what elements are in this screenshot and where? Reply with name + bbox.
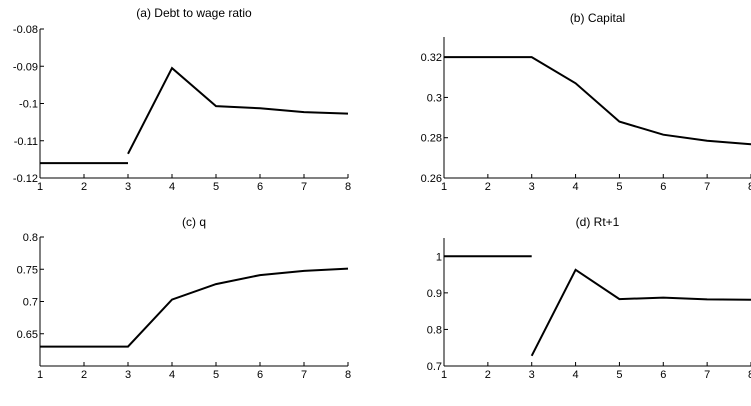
x-tick-label: 4 xyxy=(573,369,579,381)
x-tick-label: 2 xyxy=(81,181,87,193)
x-tick-label: 7 xyxy=(301,181,307,193)
x-tick-label: 1 xyxy=(441,181,447,193)
x-tick-label: 5 xyxy=(616,369,622,381)
series-line-segment-1 xyxy=(530,268,751,357)
panel-title: (a) Debt to wage ratio xyxy=(136,6,252,20)
panel-title: (c) q xyxy=(182,215,206,229)
x-tick-label: 7 xyxy=(704,369,710,381)
y-tick-label: 0.7 xyxy=(23,297,38,309)
panel-capital: (b) Capital 1 2 3 4 5 6 7 8 0.26 0.28 0.3 0.32 xyxy=(421,11,751,193)
x-tick-label: 3 xyxy=(529,369,535,381)
x-tick-label: 8 xyxy=(345,369,351,381)
y-tick-label: 0.8 xyxy=(427,324,442,336)
x-tick-label: 8 xyxy=(748,369,751,381)
y-tick-label: 0.7 xyxy=(427,361,442,373)
y-tick-label: 0.32 xyxy=(421,52,442,64)
panel-title: (b) Capital xyxy=(570,11,625,25)
panel-debt-to-wage-ratio: (a) Debt to wage ratio 1 2 3 4 5 6 7 8 -0.12 -0.11… xyxy=(13,6,351,193)
series-line-segment-0 xyxy=(40,267,349,348)
x-tick-label: 1 xyxy=(37,369,43,381)
x-tick-label: 8 xyxy=(345,181,351,193)
x-tick-label: 2 xyxy=(485,369,491,381)
x-tick-label: 6 xyxy=(257,181,263,193)
x-tick-label: 6 xyxy=(257,369,263,381)
y-tick-label: 1 xyxy=(436,251,442,263)
x-tick-label: 8 xyxy=(748,181,751,193)
x-tick-label: 4 xyxy=(169,181,175,193)
series-line-segment-0 xyxy=(444,56,751,146)
x-tick-label: 6 xyxy=(660,181,666,193)
y-tick-label: 0.75 xyxy=(17,264,38,276)
panel-title: (d) Rt+1 xyxy=(576,215,620,229)
x-tick-label: 2 xyxy=(485,181,491,193)
x-tick-label: 6 xyxy=(660,369,666,381)
x-tick-label: 3 xyxy=(125,181,131,193)
x-tick-label: 5 xyxy=(213,369,219,381)
y-tick-label: 0.3 xyxy=(427,92,442,104)
y-tick-label: -0.11 xyxy=(14,136,38,148)
y-tick-label: 0.28 xyxy=(421,133,442,145)
y-tick-label: 0.9 xyxy=(427,288,442,300)
x-tick-label: 7 xyxy=(301,369,307,381)
panel-q: (c) q 1 2 3 4 5 6 7 8 0.65 0.7 0.75 0.8 xyxy=(17,215,351,381)
y-tick-label: 0.8 xyxy=(23,232,38,244)
y-tick-label: -0.09 xyxy=(13,61,38,73)
x-tick-label: 3 xyxy=(125,369,131,381)
y-tick-label: -0.08 xyxy=(13,24,38,36)
x-tick-label: 1 xyxy=(37,181,43,193)
x-tick-label: 5 xyxy=(213,181,219,193)
x-tick-label: 4 xyxy=(169,369,175,381)
series-line-segment-1 xyxy=(127,66,349,155)
x-tick-label: 5 xyxy=(616,181,622,193)
y-tick-label: 0.65 xyxy=(17,329,38,341)
x-tick-label: 4 xyxy=(573,181,579,193)
x-tick-label: 2 xyxy=(81,369,87,381)
x-tick-label: 3 xyxy=(529,181,535,193)
x-tick-label: 7 xyxy=(704,181,710,193)
y-tick-label: 0.26 xyxy=(421,173,442,185)
panel-rt1: (d) Rt+1 1 2 3 4 5 6 7 8 0.7 0.8 0.9 1 xyxy=(427,215,751,381)
y-tick-label: -0.12 xyxy=(13,173,38,185)
x-tick-label: 1 xyxy=(441,369,447,381)
y-tick-label: -0.1 xyxy=(19,99,38,111)
